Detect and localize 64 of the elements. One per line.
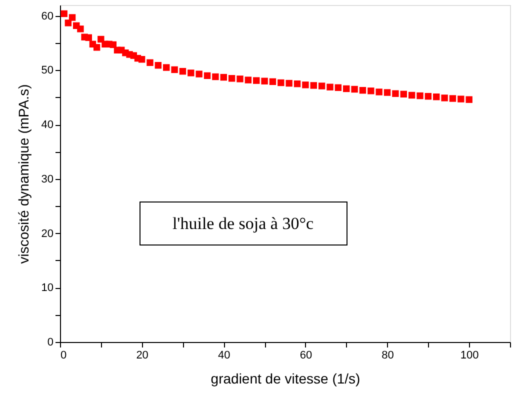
point bbox=[286, 80, 292, 87]
point bbox=[244, 76, 252, 84]
point bbox=[392, 90, 399, 97]
point bbox=[302, 82, 309, 88]
point bbox=[171, 66, 178, 74]
point bbox=[326, 84, 334, 90]
y-tick-label: 30 bbox=[41, 173, 54, 186]
point bbox=[466, 96, 472, 103]
x-tick-label: 60 bbox=[300, 350, 312, 362]
point bbox=[196, 70, 202, 78]
x-tick-label: 80 bbox=[382, 350, 394, 362]
x-tick-label: 40 bbox=[218, 350, 230, 362]
point bbox=[220, 74, 227, 81]
point bbox=[449, 95, 456, 102]
point bbox=[416, 92, 424, 100]
x-tick-label: 0 bbox=[60, 350, 67, 362]
point bbox=[98, 36, 104, 43]
annotation: l'huile de soja à 30°c bbox=[172, 214, 314, 233]
point bbox=[359, 86, 366, 94]
point bbox=[294, 80, 301, 88]
y-axis-title: viscosité dynamique (mPA.s) bbox=[15, 84, 32, 264]
point bbox=[384, 89, 391, 96]
point bbox=[334, 84, 342, 91]
point bbox=[236, 76, 244, 82]
point bbox=[77, 26, 84, 32]
point bbox=[458, 96, 464, 102]
x-tick-label: 20 bbox=[136, 350, 148, 362]
point bbox=[138, 56, 146, 63]
point bbox=[351, 86, 358, 93]
point bbox=[85, 34, 92, 41]
point bbox=[269, 78, 276, 85]
point bbox=[261, 78, 268, 84]
point bbox=[318, 82, 326, 90]
point bbox=[441, 94, 448, 102]
point bbox=[424, 92, 432, 100]
point bbox=[188, 70, 194, 76]
y-tick-label: 20 bbox=[41, 228, 54, 240]
point bbox=[204, 72, 211, 80]
point bbox=[400, 90, 407, 98]
point bbox=[408, 92, 416, 99]
point bbox=[163, 64, 170, 71]
point bbox=[228, 75, 236, 82]
point bbox=[68, 14, 76, 21]
y-tick-label: 40 bbox=[41, 119, 54, 132]
point bbox=[343, 85, 350, 92]
point bbox=[93, 44, 100, 51]
y-tick-label: 60 bbox=[41, 10, 54, 22]
x-axis-title: gradient de vitesse (1/s) bbox=[210, 370, 360, 386]
x-tick-label: 100 bbox=[460, 350, 479, 362]
point bbox=[376, 88, 382, 96]
y-tick-label: 50 bbox=[41, 64, 54, 77]
point bbox=[60, 10, 68, 18]
point bbox=[368, 88, 374, 94]
y-tick-label: 0 bbox=[47, 336, 54, 348]
point bbox=[278, 79, 284, 86]
point bbox=[253, 77, 260, 84]
point bbox=[154, 62, 162, 69]
point bbox=[64, 20, 72, 26]
y-tick-label: 10 bbox=[41, 282, 54, 294]
point bbox=[146, 59, 154, 66]
point bbox=[310, 82, 317, 89]
point bbox=[433, 94, 440, 100]
point bbox=[179, 68, 186, 75]
point bbox=[212, 73, 219, 80]
